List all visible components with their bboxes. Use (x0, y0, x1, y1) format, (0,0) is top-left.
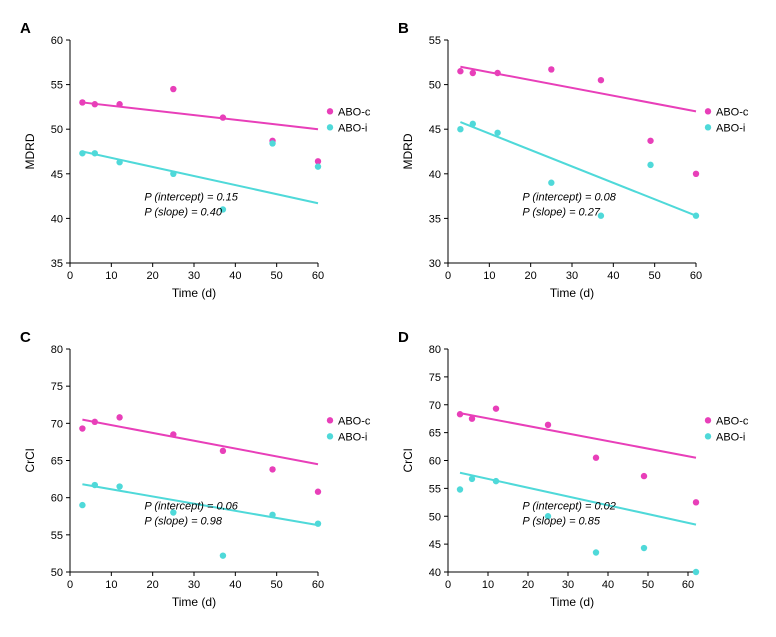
svg-text:CrCl: CrCl (23, 448, 37, 472)
svg-text:80: 80 (51, 344, 63, 356)
svg-text:Time (d): Time (d) (550, 595, 594, 609)
svg-text:75: 75 (51, 381, 63, 393)
svg-text:P (slope) = 0.85: P (slope) = 0.85 (522, 515, 600, 527)
svg-text:ABO-c: ABO-c (338, 415, 371, 427)
panel-label: C (20, 329, 31, 346)
svg-text:40: 40 (51, 213, 63, 225)
svg-text:60: 60 (690, 270, 702, 282)
svg-text:50: 50 (271, 579, 283, 591)
svg-text:30: 30 (562, 579, 574, 591)
svg-text:60: 60 (682, 579, 694, 591)
chart-svg: 35 40 45 50 55 60 0 10 20 30 40 50 60 MDRD Time (d) ABO… (20, 20, 378, 308)
svg-text:40: 40 (607, 270, 619, 282)
panel-b: B 30 35 40 45 50 55 0 10 20 30 40 50 60 MDRD Time (d) AB… (398, 20, 756, 309)
panel-label: B (398, 20, 409, 37)
svg-text:20: 20 (147, 270, 159, 282)
svg-text:50: 50 (649, 270, 661, 282)
svg-text:P (intercept) = 0.15: P (intercept) = 0.15 (144, 192, 238, 204)
chart-svg: 30 35 40 45 50 55 0 10 20 30 40 50 60 MDRD Time (d) ABO… (398, 20, 756, 308)
svg-text:30: 30 (188, 270, 200, 282)
svg-text:55: 55 (429, 35, 441, 47)
svg-text:20: 20 (522, 579, 534, 591)
svg-text:70: 70 (429, 399, 441, 411)
chart-svg: 50 55 60 65 70 75 80 0 10 20 30 40 50 60 CrCl Time (d) A… (20, 329, 378, 617)
svg-text:10: 10 (105, 270, 117, 282)
svg-text:40: 40 (429, 169, 441, 181)
svg-text:P (intercept) = 0.02: P (intercept) = 0.02 (522, 500, 615, 512)
svg-text:0: 0 (445, 270, 451, 282)
svg-text:Time (d): Time (d) (550, 286, 594, 300)
svg-text:ABO-c: ABO-c (338, 106, 371, 118)
svg-text:30: 30 (188, 579, 200, 591)
svg-text:65: 65 (51, 455, 63, 467)
svg-text:75: 75 (429, 371, 441, 383)
svg-text:ABO-c: ABO-c (716, 106, 749, 118)
svg-text:70: 70 (51, 418, 63, 430)
panel-d: D 40 45 50 55 60 65 70 75 80 0 10 20 30 40 50 60 CrCl Time… (398, 329, 756, 618)
svg-text:50: 50 (51, 567, 63, 579)
svg-text:P (slope) = 0.98: P (slope) = 0.98 (144, 515, 222, 527)
svg-text:55: 55 (51, 80, 63, 92)
svg-text:ABO-i: ABO-i (716, 122, 745, 134)
svg-text:P (slope) = 0.27: P (slope) = 0.27 (522, 207, 600, 219)
svg-text:ABO-i: ABO-i (338, 122, 367, 134)
svg-text:ABO-c: ABO-c (716, 415, 749, 427)
svg-text:35: 35 (51, 258, 63, 270)
svg-text:0: 0 (67, 579, 73, 591)
svg-text:40: 40 (602, 579, 614, 591)
svg-text:45: 45 (429, 124, 441, 136)
svg-text:20: 20 (147, 579, 159, 591)
svg-text:30: 30 (566, 270, 578, 282)
svg-text:30: 30 (429, 258, 441, 270)
svg-text:55: 55 (51, 529, 63, 541)
svg-text:80: 80 (429, 344, 441, 356)
svg-text:40: 40 (229, 579, 241, 591)
svg-text:0: 0 (67, 270, 73, 282)
svg-text:60: 60 (51, 35, 63, 47)
svg-text:45: 45 (51, 169, 63, 181)
panel-label: D (398, 329, 409, 346)
svg-text:50: 50 (642, 579, 654, 591)
svg-text:50: 50 (429, 80, 441, 92)
svg-text:0: 0 (445, 579, 451, 591)
panel-label: A (20, 20, 31, 37)
svg-text:10: 10 (105, 579, 117, 591)
svg-text:60: 60 (51, 492, 63, 504)
svg-text:50: 50 (429, 511, 441, 523)
svg-text:65: 65 (429, 427, 441, 439)
svg-text:40: 40 (229, 270, 241, 282)
svg-text:60: 60 (429, 455, 441, 467)
svg-text:ABO-i: ABO-i (338, 431, 367, 443)
chart-svg: 40 45 50 55 60 65 70 75 80 0 10 20 30 40 50 60 CrCl Time … (398, 329, 756, 617)
svg-text:MDRD: MDRD (23, 133, 37, 169)
svg-text:20: 20 (525, 270, 537, 282)
svg-text:P (slope) = 0.40: P (slope) = 0.40 (144, 207, 222, 219)
svg-text:60: 60 (312, 270, 324, 282)
svg-text:35: 35 (429, 213, 441, 225)
svg-text:50: 50 (51, 124, 63, 136)
svg-text:P (intercept) = 0.06: P (intercept) = 0.06 (144, 500, 238, 512)
svg-text:P (intercept) = 0.08: P (intercept) = 0.08 (522, 192, 616, 204)
svg-text:Time (d): Time (d) (172, 286, 216, 300)
svg-text:10: 10 (483, 270, 495, 282)
svg-text:10: 10 (482, 579, 494, 591)
svg-text:40: 40 (429, 567, 441, 579)
svg-text:Time (d): Time (d) (172, 595, 216, 609)
svg-text:MDRD: MDRD (401, 133, 415, 169)
svg-text:50: 50 (271, 270, 283, 282)
svg-text:55: 55 (429, 483, 441, 495)
svg-text:45: 45 (429, 539, 441, 551)
svg-text:CrCl: CrCl (401, 448, 415, 472)
panel-c: C 50 55 60 65 70 75 80 0 10 20 30 40 50 60 CrCl Time (d)… (20, 329, 378, 618)
panel-a: A 35 40 45 50 55 60 0 10 20 30 40 50 60 MDRD Time (d) AB… (20, 20, 378, 309)
svg-text:ABO-i: ABO-i (716, 431, 745, 443)
svg-text:60: 60 (312, 579, 324, 591)
